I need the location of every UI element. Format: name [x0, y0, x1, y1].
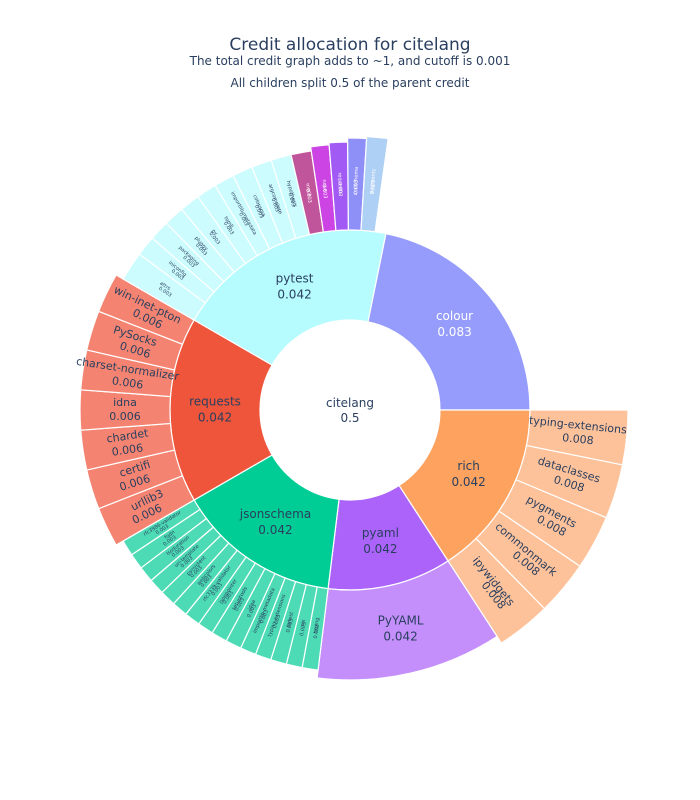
value-pytest-xmlschema: 0.003 [353, 180, 359, 194]
root-value: 0.5 [340, 411, 359, 425]
value-jsonschema-idna: 0.003 [246, 603, 258, 619]
label-requests-idna: idna [113, 396, 137, 409]
label-pytest-py: py [210, 228, 219, 237]
label-jsonschema-typing: typing [313, 617, 321, 634]
label-pytest-nose: nose [321, 179, 328, 192]
label-pytest-attrs: attrs [158, 281, 171, 293]
value-jsonschema: 0.042 [258, 523, 292, 537]
chart-subtitle-line1: The total credit graph adds to ~1, and c… [189, 54, 511, 68]
value-pytest-requests: 0.003 [336, 182, 343, 197]
value-colour: 0.083 [437, 325, 471, 339]
value-requests-chardet: 0.006 [111, 441, 144, 459]
sunburst-root: citelang 0.5 [326, 396, 374, 425]
value-pyaml-PyYAML: 0.042 [383, 630, 417, 644]
value-rich: 0.042 [451, 475, 485, 489]
label-pyaml: pyaml [362, 526, 399, 540]
label-jsonschema-fqdn: fqdn [164, 529, 177, 540]
label-pytest: pytest [276, 271, 314, 285]
value-pytest: 0.042 [277, 287, 311, 301]
label-pytest-tomli: tomli [222, 216, 234, 230]
slice-pytest-pygments [360, 135, 389, 233]
value-jsonschema-importlib-metadata: 0.003 [259, 609, 270, 625]
label-pytest-requests: requests [336, 172, 343, 194]
label-requests: requests [189, 395, 241, 409]
label-jsonschema-idna: idna [247, 599, 257, 611]
label-pytest-mock: mock [304, 183, 312, 198]
root-label: citelang [326, 396, 374, 410]
value-pyaml: 0.042 [363, 542, 397, 556]
root-hole [260, 320, 440, 500]
sunburst-slices [79, 135, 629, 681]
value-pytest-pygments: 0.003 [370, 180, 377, 195]
value-pytest-colorama: 0.003 [253, 204, 264, 220]
label-rich: rich [457, 459, 479, 473]
value-jsonschema-six: 0.003 [299, 621, 308, 636]
label-pytest-pygments: pygments [369, 168, 378, 194]
chart-subtitle-line2: All children split 0.5 of the parent cre… [231, 76, 470, 90]
value-requests: 0.042 [198, 411, 232, 425]
label-requests-chardet: chardet [106, 426, 150, 445]
slice-pyaml-PyYAML [316, 560, 498, 681]
value-jsonschema-pytest: 0.003 [285, 618, 295, 633]
label-jsonschema: jsonschema [239, 507, 311, 521]
value-jsonschema-typing-extensions: 0.003 [272, 614, 282, 630]
label-pytest-xmlschema: xmlschema [353, 167, 360, 196]
value-requests-idna: 0.006 [109, 410, 141, 423]
value-pytest-nose: 0.003 [320, 184, 328, 199]
value-pytest-mock: 0.003 [304, 188, 313, 203]
label-pyaml-PyYAML: PyYAML [378, 614, 424, 628]
value-jsonschema-typing: 0.003 [313, 624, 321, 639]
label-jsonschema-pytest: pytest [285, 611, 295, 628]
label-colour: colour [436, 309, 473, 323]
value-rich-typing-extensions: 0.008 [562, 431, 595, 447]
value-requests-charset-normalizer: 0.006 [111, 374, 144, 392]
value-pytest-argcomplete: 0.003 [270, 197, 280, 213]
label-jsonschema-six: six [300, 619, 307, 627]
chart-title: Credit allocation for citelang [229, 35, 470, 55]
value-pytest-hypothesis: 0.003 [287, 192, 297, 207]
